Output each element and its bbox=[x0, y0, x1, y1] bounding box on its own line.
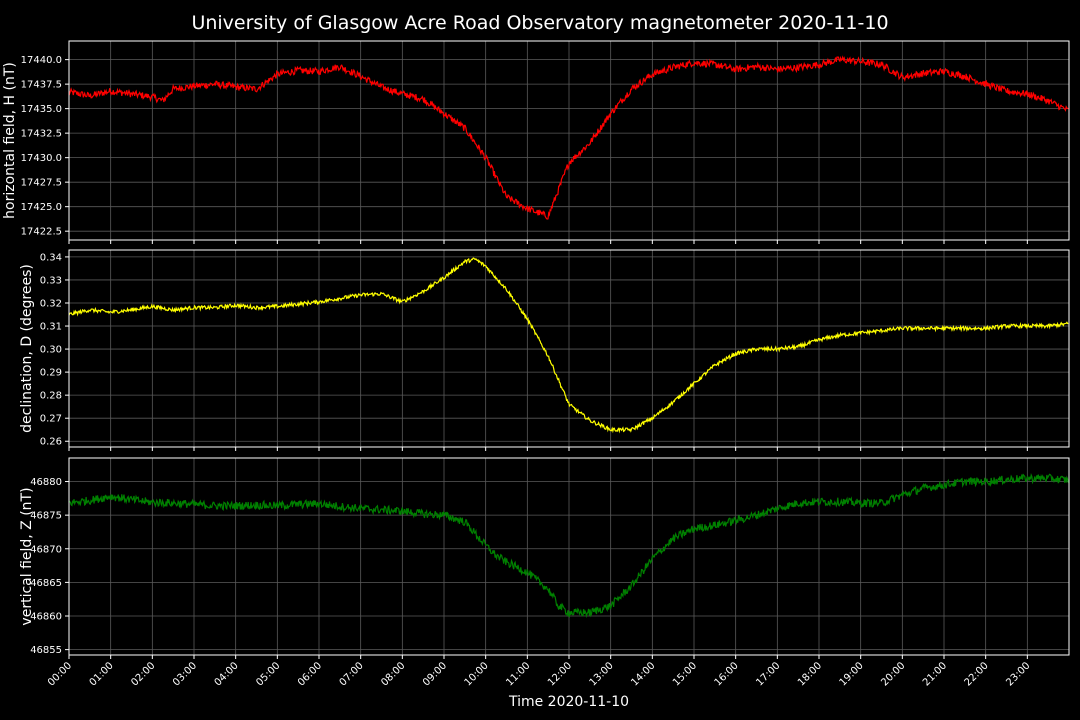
y-tick-label: 0.30 bbox=[40, 345, 62, 356]
y-tick-label: 46865 bbox=[30, 578, 62, 589]
y-axis-label: horizontal field, H (nT) bbox=[2, 62, 18, 219]
y-tick-label: 0.28 bbox=[40, 391, 62, 402]
y-tick-label: 17430.0 bbox=[21, 153, 62, 164]
y-tick-label: 46880 bbox=[30, 477, 62, 488]
y-tick-label: 17440.0 bbox=[21, 55, 62, 66]
y-tick-label: 17432.5 bbox=[21, 129, 62, 140]
y-tick-label: 0.26 bbox=[40, 437, 62, 448]
y-tick-label: 17427.5 bbox=[21, 178, 62, 189]
y-tick-label: 0.34 bbox=[40, 252, 62, 263]
y-tick-label: 17422.5 bbox=[21, 227, 62, 238]
panel-1: 17422.5 17425.0 17427.5 17430.0 17432.5 17435… bbox=[2, 40, 1070, 244]
y-tick-label: 46870 bbox=[30, 544, 62, 555]
y-tick-label: 17435.0 bbox=[21, 104, 62, 115]
y-tick-label: 17425.0 bbox=[21, 202, 62, 213]
y-tick-label: 46875 bbox=[30, 511, 62, 522]
y-axis-label: vertical field, Z (nT) bbox=[19, 487, 35, 625]
y-tick-label: 17437.5 bbox=[21, 80, 62, 91]
chart-title: University of Glasgow Acre Road Observat… bbox=[191, 12, 888, 34]
series-line-1 bbox=[69, 55, 1069, 220]
y-tick-label: 0.29 bbox=[40, 368, 62, 379]
y-tick-label: 0.33 bbox=[40, 275, 62, 286]
y-tick-label: 46860 bbox=[30, 612, 62, 623]
series-line-2 bbox=[69, 257, 1069, 434]
y-tick-label: 0.32 bbox=[40, 298, 62, 309]
y-axis-label: declination, D (degrees) bbox=[19, 264, 35, 433]
panel-2: 0.26 0.27 0.28 0.29 0.30 0.31 0.32 0.33 0.34 decl… bbox=[19, 249, 1070, 451]
series-line-3 bbox=[69, 472, 1069, 619]
x-axis-label: Time 2020-11-10 bbox=[508, 694, 629, 710]
y-tick-label: 0.31 bbox=[40, 322, 62, 333]
y-tick-label: 46855 bbox=[30, 645, 62, 656]
y-tick-label: 0.27 bbox=[40, 414, 62, 425]
